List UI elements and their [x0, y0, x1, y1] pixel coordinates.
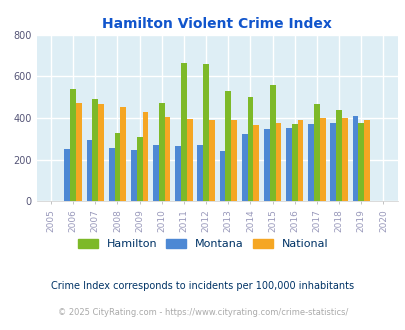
Bar — [263, 129, 269, 201]
Bar — [307, 124, 313, 201]
Bar — [164, 117, 170, 201]
Bar — [253, 125, 258, 201]
Bar — [247, 97, 253, 201]
Text: Crime Index corresponds to incidents per 100,000 inhabitants: Crime Index corresponds to incidents per… — [51, 281, 354, 291]
Bar — [341, 118, 347, 201]
Bar — [131, 149, 136, 201]
Bar — [153, 145, 158, 201]
Bar — [98, 104, 104, 201]
Bar — [158, 103, 164, 201]
Bar — [219, 151, 225, 201]
Bar — [92, 99, 98, 201]
Bar — [286, 128, 291, 201]
Bar — [203, 64, 209, 201]
Bar — [197, 145, 203, 201]
Bar — [269, 84, 275, 201]
Bar — [70, 89, 76, 201]
Bar — [330, 122, 335, 201]
Bar — [319, 118, 325, 201]
Bar — [181, 63, 186, 201]
Bar — [225, 91, 230, 201]
Bar — [142, 112, 148, 201]
Bar — [136, 137, 142, 201]
Legend: Hamilton, Montana, National: Hamilton, Montana, National — [73, 234, 332, 253]
Bar — [297, 120, 303, 201]
Bar — [275, 122, 281, 201]
Bar — [186, 119, 192, 201]
Text: © 2025 CityRating.com - https://www.cityrating.com/crime-statistics/: © 2025 CityRating.com - https://www.city… — [58, 308, 347, 317]
Bar — [335, 110, 341, 201]
Bar — [352, 116, 358, 201]
Bar — [241, 134, 247, 201]
Bar — [109, 148, 114, 201]
Bar — [64, 149, 70, 201]
Title: Hamilton Violent Crime Index: Hamilton Violent Crime Index — [102, 17, 331, 31]
Bar — [358, 122, 363, 201]
Bar — [175, 146, 181, 201]
Bar — [209, 120, 214, 201]
Bar — [230, 120, 237, 201]
Bar — [76, 103, 81, 201]
Bar — [120, 107, 126, 201]
Bar — [114, 133, 120, 201]
Bar — [313, 104, 319, 201]
Bar — [291, 124, 297, 201]
Bar — [86, 141, 92, 201]
Bar — [363, 120, 369, 201]
